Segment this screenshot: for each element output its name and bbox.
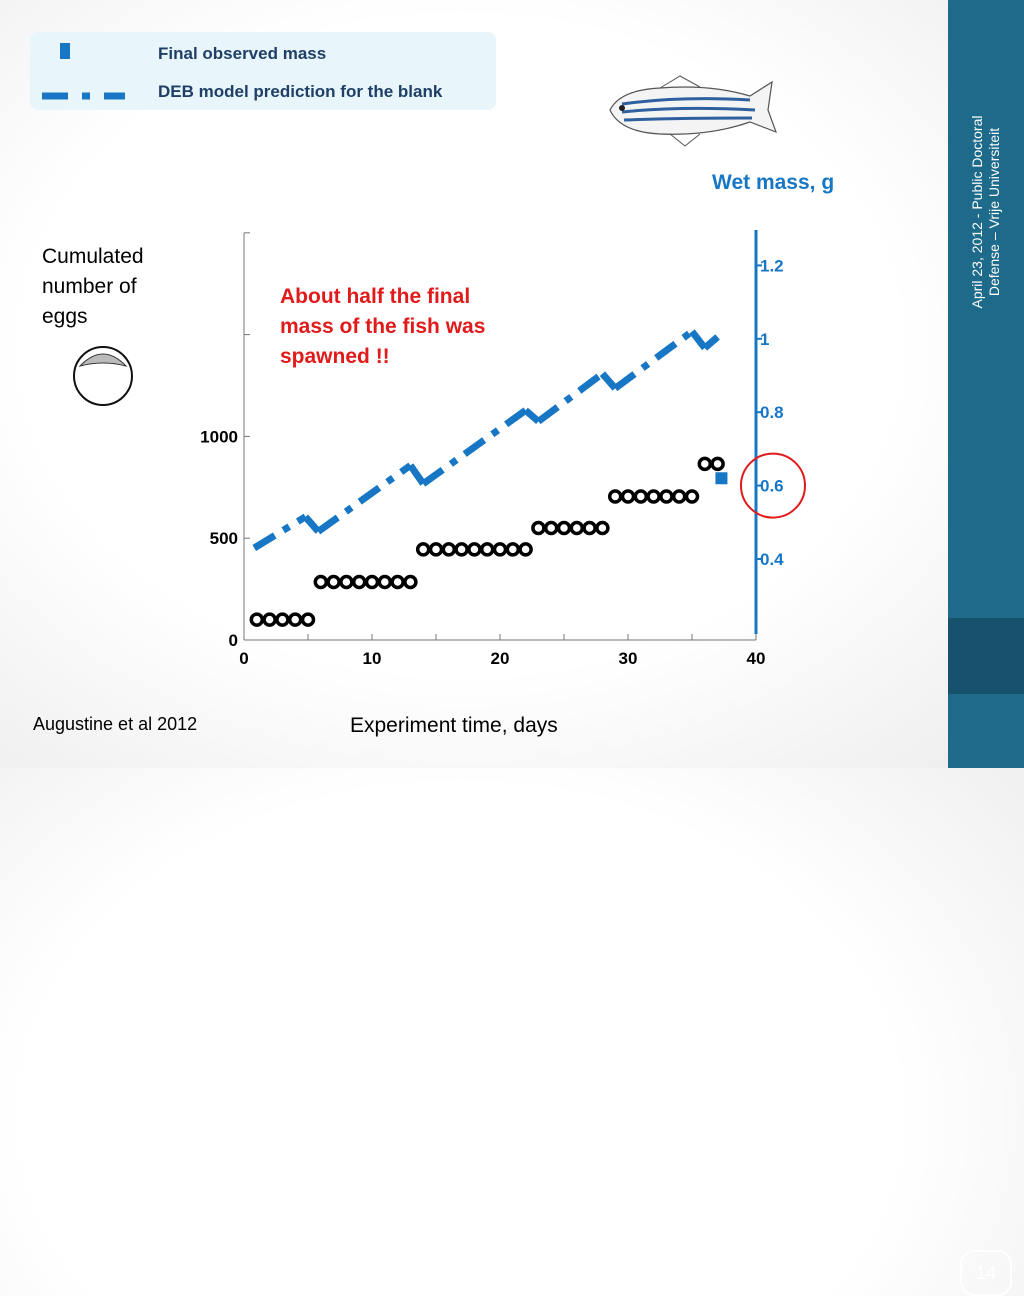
zebrafish-illustration (609, 75, 778, 147)
y-right-tick-label: 1 (760, 330, 769, 349)
y-left-tick-label: 500 (210, 529, 238, 548)
egg-count-point (556, 520, 572, 536)
deb-prediction-line (302, 514, 321, 534)
legend-final-mass-marker (60, 43, 70, 59)
egg-count-point (390, 574, 405, 590)
egg-count-point (262, 612, 277, 627)
egg-count-point (287, 612, 303, 627)
x-tick-label: 30 (619, 649, 638, 668)
egg-count-point (710, 456, 725, 472)
deb-prediction-line (316, 462, 413, 535)
y-left-tick-label: 0 (229, 631, 238, 650)
y-axis-left-label: Cumulated number of eggs (42, 245, 144, 328)
egg-count-point (620, 489, 636, 504)
egg-count-point (518, 542, 533, 557)
legend: Final observed mass DEB model prediction… (30, 32, 496, 110)
y-axis-right-label: Wet mass, g (712, 171, 835, 194)
sidebar-date-line1: April 23, 2012 - Public Doctoral (969, 115, 985, 309)
y-right-tick-label: 0.6 (760, 477, 784, 496)
egg-count-point (467, 542, 482, 557)
egg-count-point (582, 520, 597, 536)
y-right-tick-label: 1.2 (760, 256, 784, 275)
egg-count-point (351, 574, 367, 590)
egg-count-point (403, 574, 418, 590)
egg-count-point (633, 489, 649, 504)
y-left-tick-label: 1000 (200, 427, 238, 446)
egg-count-point (505, 542, 521, 557)
sidebar-date-line2: Defense – Vrije Universiteit (986, 127, 1002, 297)
egg-count-point (249, 612, 265, 627)
x-axis-label: Experiment time, days (350, 714, 558, 737)
deb-prediction-line (252, 513, 308, 551)
egg-count-point (428, 542, 444, 557)
egg-count-point (441, 542, 457, 557)
egg-count-point (492, 542, 508, 557)
deb-prediction-line (702, 334, 720, 351)
egg-count-point (671, 489, 687, 504)
egg-count-point (569, 520, 585, 536)
egg-count-point (543, 520, 559, 536)
annotation-text: About half the final mass of the fish wa… (280, 285, 486, 368)
highlight-circle (740, 452, 806, 519)
egg-count-point (659, 489, 674, 504)
egg-count-point (684, 489, 700, 504)
chart: 0 10 20 30 40 0 500 1000 0.4 0.6 0.8 1 1.2 (200, 230, 806, 668)
egg-illustration (73, 346, 133, 406)
egg-count-point (454, 542, 469, 557)
deb-prediction-line (613, 328, 695, 392)
x-tick-label: 10 (363, 649, 382, 668)
egg-count-point (300, 612, 316, 627)
deb-prediction-line (523, 407, 541, 425)
y-right-tick-label: 0.8 (760, 403, 784, 422)
deb-prediction-line (407, 463, 427, 486)
egg-count-point (377, 574, 393, 590)
legend-swatches (42, 43, 125, 100)
egg-count-point (415, 542, 431, 557)
page-number: 14 (960, 1250, 1012, 1296)
egg-count-point (646, 489, 661, 504)
x-tick-label: 40 (747, 649, 766, 668)
deb-prediction-line (536, 370, 605, 425)
legend-deb-label: DEB model prediction for the blank (158, 82, 443, 101)
egg-count-point (595, 520, 610, 536)
x-tick-label: 20 (491, 649, 510, 668)
egg-count-point (326, 574, 341, 590)
egg-count-point (339, 574, 354, 590)
y-right-tick-label: 0.4 (760, 550, 784, 569)
deb-prediction-line (599, 371, 618, 391)
deb-prediction-line (421, 407, 528, 487)
egg-count-point (313, 574, 329, 590)
sidebar: 14 (948, 0, 1024, 1296)
sidebar-caption: April 23, 2012 - Public Doctoral Defense… (948, 0, 1024, 768)
egg-count-point (697, 456, 713, 472)
egg-count-point (275, 612, 290, 627)
egg-count-point (479, 542, 495, 557)
final-mass-point (715, 472, 728, 485)
egg-count-point (531, 520, 546, 536)
citation: Augustine et al 2012 (33, 714, 198, 734)
egg-count-point (607, 489, 623, 504)
x-tick-label: 0 (239, 649, 248, 668)
legend-final-mass-label: Final observed mass (158, 44, 327, 63)
egg-count-point (364, 574, 380, 590)
